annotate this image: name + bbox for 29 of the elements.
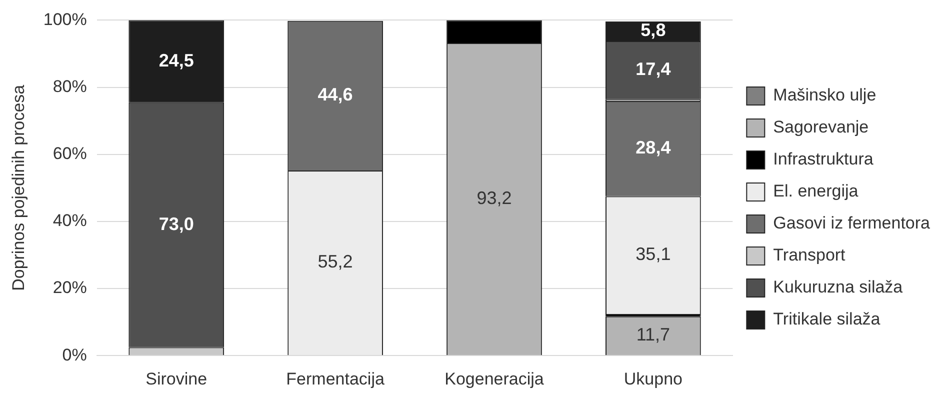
- legend-label: Transport: [773, 246, 846, 265]
- x-tick-label: Fermentacija: [286, 369, 385, 388]
- x-tick-label: Sirovine: [146, 369, 208, 388]
- legend-label: Tritikale silaža: [773, 310, 881, 329]
- data-label: 17,4: [636, 59, 671, 80]
- legend-label: Kukuruzna silaža: [773, 278, 904, 297]
- legend-label: Infrastruktura: [773, 150, 874, 169]
- y-tick-label: 0%: [62, 345, 87, 364]
- y-tick-label: 40%: [52, 211, 87, 230]
- y-axis-title: Doprinos pojedinih procesa: [8, 84, 28, 291]
- data-label: 44,6: [318, 84, 353, 105]
- y-tick-label: 20%: [52, 278, 87, 298]
- x-tick-label: Ukupno: [624, 369, 682, 388]
- legend-label: Mašinsko ulje: [773, 86, 876, 105]
- data-label: 28,4: [636, 138, 671, 158]
- data-label: 73,0: [158, 214, 194, 234]
- data-label: 24,5: [158, 50, 194, 70]
- data-label: 5,8: [640, 20, 666, 40]
- legend-label: Gasovi iz fermentora: [773, 214, 931, 233]
- data-label: 93,2: [476, 188, 512, 208]
- legend-label: El. energija: [773, 182, 859, 201]
- y-tick-label: 80%: [52, 76, 87, 96]
- data-label: 35,1: [636, 244, 671, 264]
- data-label: 11,7: [636, 324, 670, 345]
- x-tick-label: Kogeneracija: [444, 369, 544, 388]
- y-tick-label: 60%: [52, 144, 87, 164]
- legend-label: Sagorevanje: [773, 118, 869, 137]
- y-tick-label: 100%: [43, 10, 87, 29]
- data-label: 55,2: [318, 252, 353, 272]
